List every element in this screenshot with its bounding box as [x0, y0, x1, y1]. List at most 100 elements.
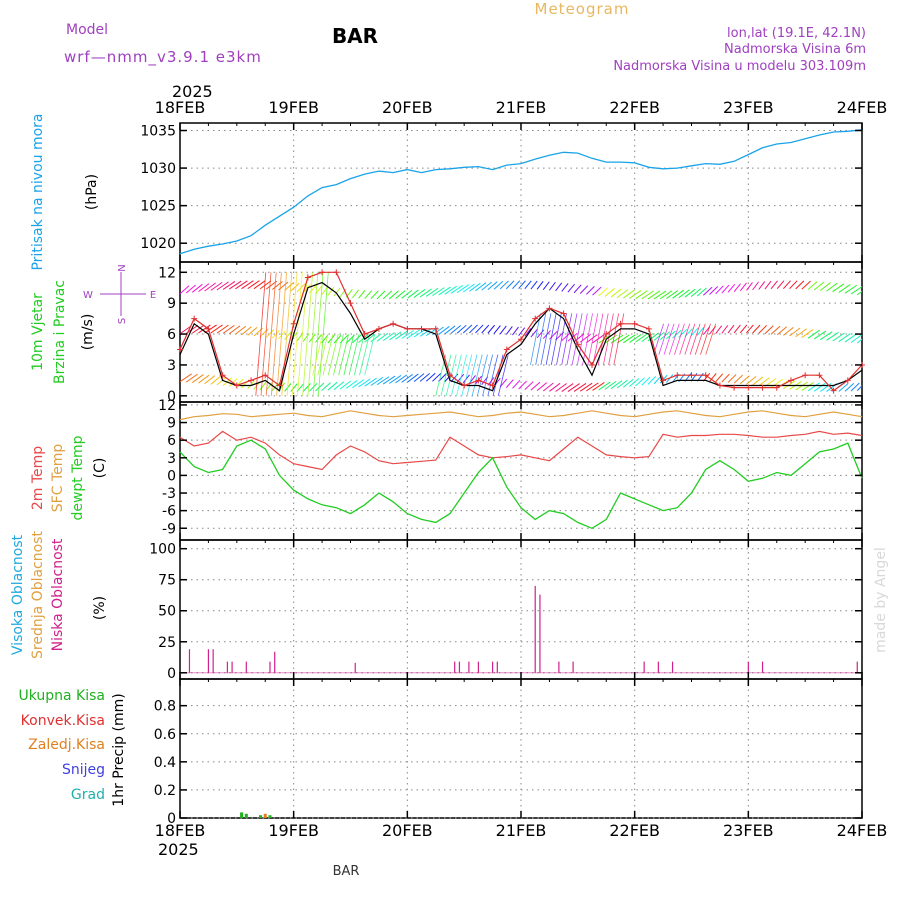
wind-barb — [247, 326, 258, 336]
wind-barb — [838, 284, 851, 293]
wind-gust-marker — [830, 387, 837, 394]
wind-barb — [820, 383, 832, 392]
wind-barb — [746, 282, 753, 291]
wind-gust-marker — [759, 384, 766, 391]
wind-barb — [518, 280, 526, 289]
wind-barb — [265, 329, 275, 338]
wind-barb — [616, 334, 630, 344]
wind-barb — [536, 329, 545, 339]
wind-barb — [241, 280, 254, 290]
wind-barb — [604, 288, 615, 297]
wind-barb — [512, 379, 521, 389]
y-tick-label: 12 — [158, 398, 176, 414]
wind-barb — [721, 284, 730, 294]
wind-barb — [573, 284, 582, 294]
wind-barb — [770, 280, 778, 290]
wind-gust-marker — [177, 346, 183, 353]
wind-barb — [542, 281, 550, 291]
wind-barb — [561, 383, 574, 392]
wind-hatch — [450, 354, 462, 396]
y-tick-label: 6 — [167, 433, 176, 449]
x-tick-label-top: 18FEB — [155, 98, 206, 117]
wind-gust-marker — [262, 372, 269, 379]
x-tick-label-bottom: 22FEB — [609, 821, 660, 840]
x-tick-label-bottom: 19FEB — [268, 821, 319, 840]
wind-hatch — [571, 313, 583, 366]
wind-barb — [204, 282, 216, 292]
wind-barb — [524, 381, 534, 390]
wind-barb — [499, 325, 507, 335]
wind-barb — [413, 373, 425, 383]
wind-hatch — [566, 313, 578, 366]
wind-hatch — [530, 313, 541, 366]
wind-barb — [776, 280, 785, 290]
y-tick-label: 75 — [158, 573, 176, 589]
wind-barb — [210, 281, 223, 291]
wind-barb — [493, 280, 504, 290]
wind-barb — [549, 382, 561, 392]
wind-barb — [826, 282, 838, 292]
grid-layer — [180, 123, 862, 819]
wind-barb — [530, 280, 538, 290]
wind-hatch — [592, 313, 604, 366]
compass-west: W — [83, 290, 93, 301]
wind-gust-marker — [745, 384, 752, 391]
wind-gust-marker — [219, 372, 226, 379]
wind-gust-marker — [191, 315, 198, 322]
wind-gust-marker — [276, 382, 283, 389]
wind-barb — [499, 280, 509, 290]
wind-barb — [302, 383, 311, 392]
wind-barb — [228, 325, 241, 335]
wind-hatch — [297, 272, 308, 396]
wind-barb — [315, 334, 323, 343]
wind-barb — [395, 330, 408, 340]
wind-barb — [555, 282, 563, 292]
y-tick-label: 3 — [167, 358, 176, 374]
wind-barb — [524, 328, 532, 337]
y-tick-label: 1035 — [140, 124, 176, 140]
wind-barb — [271, 329, 280, 339]
cloud-title: Visoka Oblacnost Srednja Oblacnost Niska… — [10, 531, 108, 659]
wind-barb — [838, 333, 851, 342]
wind-hatch — [291, 272, 303, 396]
wind-barb — [505, 326, 513, 335]
x-tick-label-top: 21FEB — [496, 98, 547, 117]
wind-barb — [327, 287, 335, 296]
wind-barb — [598, 381, 611, 391]
wind-barb — [856, 338, 862, 344]
wind-barb — [610, 380, 623, 390]
wind-barb — [629, 290, 642, 299]
wind-barb — [352, 379, 365, 389]
wind-gust-marker — [446, 372, 453, 379]
precip-legend-conv: Konvek.Kisa — [21, 713, 105, 729]
wind-hatch — [613, 313, 625, 366]
pressure-title: Pritisak na nivou mora — [30, 113, 46, 270]
wind-hatch — [312, 272, 324, 396]
precip-bar — [244, 813, 248, 818]
wind-gust-marker — [205, 325, 212, 332]
wind-barb — [432, 372, 442, 382]
wind-barb — [235, 325, 247, 335]
y-tick-label: 1020 — [140, 236, 176, 252]
wind-barb — [180, 285, 190, 295]
cloud-label-3: Niska Oblacnost — [50, 538, 66, 651]
wind-hatch — [700, 323, 711, 355]
wind-barb — [604, 334, 617, 344]
wind-barb — [703, 286, 713, 296]
wind-barb — [813, 382, 826, 392]
y-tick-label: 12 — [158, 265, 176, 281]
wind-barb — [789, 280, 798, 290]
wind-barb — [715, 325, 723, 335]
meteogram-title: Meteogram — [535, 0, 630, 18]
wind-barb — [623, 334, 636, 344]
wind-barb — [764, 280, 772, 290]
wind-hatch — [353, 333, 365, 376]
wind-barb — [826, 331, 839, 341]
wind-hatch — [540, 313, 552, 366]
credit-text: made by Angel — [873, 547, 889, 653]
wind-barb — [192, 374, 204, 383]
wind-barb — [222, 324, 235, 334]
wind-gust-marker — [390, 320, 397, 327]
wind-barb — [783, 280, 791, 289]
wind-barb — [333, 334, 342, 344]
